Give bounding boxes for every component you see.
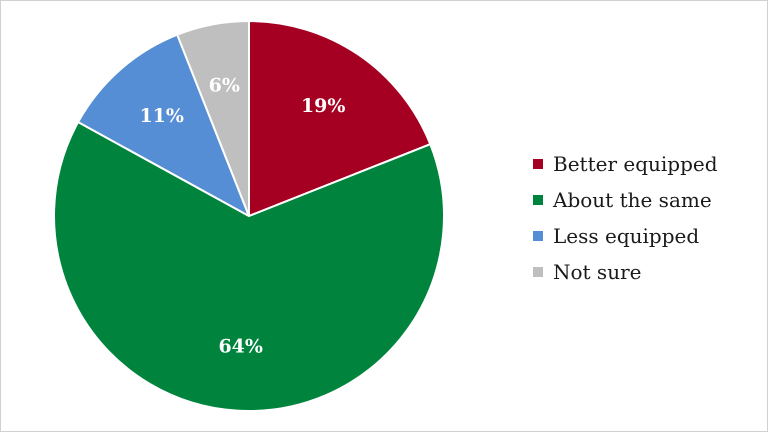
legend-label-about-the-same: About the same [553, 188, 712, 212]
legend-swatch-about-the-same [533, 195, 543, 205]
pie-slice-not-sure [176, 20, 250, 217]
data-label-not-sure: 6% [209, 74, 240, 96]
legend-swatch-better-equipped [533, 159, 543, 169]
legend-swatch-less-equipped [533, 231, 543, 241]
legend-label-less-equipped: Less equipped [553, 224, 700, 248]
legend-label-not-sure: Not sure [553, 260, 642, 284]
pie-slice-better-equipped [248, 20, 432, 217]
legend-label-better-equipped: Better equipped [553, 152, 718, 176]
legend-item-better-equipped: Better equipped [533, 146, 718, 182]
data-label-better-equipped: 19% [301, 95, 346, 117]
pie-slice-about-the-same [53, 121, 445, 412]
legend-item-not-sure: Not sure [533, 254, 718, 290]
data-label-less-equipped: 11% [139, 105, 184, 127]
data-label-about-the-same: 64% [218, 336, 263, 358]
legend-swatch-not-sure [533, 267, 543, 277]
pie-slice-less-equipped [77, 33, 250, 217]
legend: Better equipped About the same Less equi… [533, 146, 718, 290]
legend-item-less-equipped: Less equipped [533, 218, 718, 254]
legend-item-about-the-same: About the same [533, 182, 718, 218]
